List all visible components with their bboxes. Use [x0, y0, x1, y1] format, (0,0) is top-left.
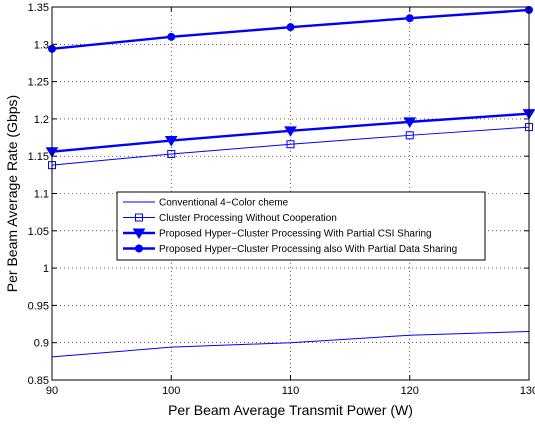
y-tick-label: 1.2: [34, 114, 49, 126]
series-3: [45, 109, 535, 158]
legend: Conventional 4−Color cheme Cluster Proces…: [116, 191, 486, 261]
data-point-marker: [286, 140, 295, 149]
series-4: [48, 5, 533, 53]
data-point-marker: [284, 126, 297, 137]
data-point-marker: [167, 149, 176, 158]
legend-entry: Conventional 4−Color cheme: [123, 198, 289, 209]
data-point-marker: [405, 131, 414, 140]
data-point-marker: [405, 14, 414, 23]
legend-label: Cluster Processing Without Cooperation: [159, 213, 337, 224]
series-line: [51, 331, 530, 358]
y-tick-label: 1.15: [28, 151, 49, 163]
series-1: [51, 331, 530, 358]
y-tick-label: 0.9: [34, 338, 49, 350]
x-tick-label: 90: [46, 385, 58, 397]
y-tick-label: 1: [43, 263, 49, 275]
data-point-marker: [132, 228, 146, 239]
y-tick-label: 1.1: [34, 189, 49, 201]
y-tick-label: 1.25: [28, 77, 49, 89]
data-point-marker: [403, 117, 417, 128]
legend-label: Proposed Hyper−Cluster Processing also W…: [159, 244, 457, 255]
x-tick-label: 100: [162, 385, 180, 397]
x-tick-label: 110: [282, 385, 300, 397]
data-point-marker: [164, 136, 178, 147]
series-line: [51, 126, 530, 166]
legend-entry: Proposed Hyper−Cluster Processing also W…: [123, 244, 457, 255]
data-point-marker: [286, 23, 295, 32]
x-axis-label: Per Beam Average Transmit Power (W): [168, 402, 413, 418]
y-tick-label: 0.95: [28, 300, 49, 312]
legend-entry: Cluster Processing Without Cooperation: [123, 213, 337, 224]
legend-box: [116, 191, 486, 261]
series-group: [45, 5, 535, 358]
y-tick-label: 1.35: [28, 2, 49, 14]
x-tick-label: 130: [520, 385, 535, 397]
data-point-marker: [167, 32, 176, 41]
data-point-marker: [135, 213, 143, 222]
plot-frame: [51, 6, 530, 381]
legend-entry: Proposed Hyper−Cluster Processing With P…: [123, 228, 432, 240]
y-axis-label: Per Beam Average Rate (Gbps): [4, 95, 20, 292]
legend-label: Proposed Hyper−Cluster Processing With P…: [159, 229, 432, 240]
x-tick-label: 120: [401, 385, 419, 397]
data-point-marker: [135, 244, 143, 253]
y-tick-label: 0.85: [28, 375, 49, 387]
y-tick-label: 1.05: [28, 226, 49, 238]
legend-label: Conventional 4−Color cheme: [159, 198, 289, 209]
y-tick-label: 1.3: [34, 39, 49, 51]
axis-ticks: 0.85 0.9 0.95 1 1.05 1.1 1.15 1.2 1.25 1.3 1.35 90 1…: [28, 2, 535, 397]
